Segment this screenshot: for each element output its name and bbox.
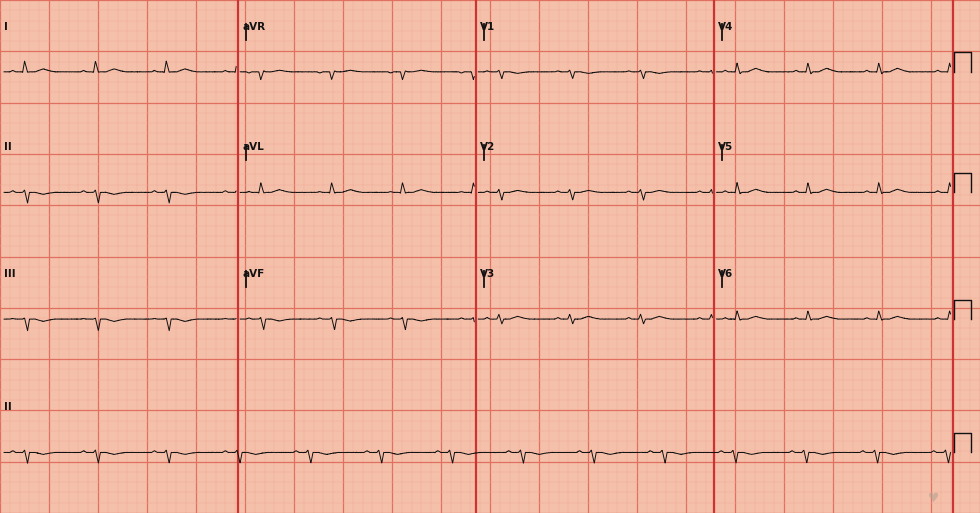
Text: V4: V4: [718, 22, 734, 31]
Text: aVL: aVL: [242, 142, 264, 152]
Text: V1: V1: [480, 22, 496, 31]
Text: aVF: aVF: [242, 269, 265, 279]
Text: V2: V2: [480, 142, 496, 152]
Text: III: III: [4, 269, 16, 279]
Text: V6: V6: [718, 269, 734, 279]
Text: II: II: [4, 402, 12, 412]
Text: V3: V3: [480, 269, 496, 279]
Text: ♥: ♥: [928, 492, 940, 505]
Text: aVR: aVR: [242, 22, 266, 31]
Text: II: II: [4, 142, 12, 152]
Text: I: I: [4, 22, 8, 31]
Text: V5: V5: [718, 142, 734, 152]
